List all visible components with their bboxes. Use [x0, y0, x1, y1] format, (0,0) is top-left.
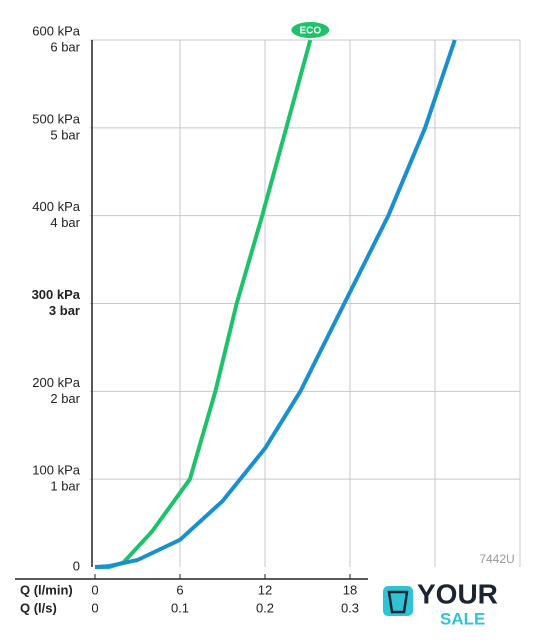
x2-axis-label: Q (l/s) [20, 600, 57, 615]
y-tick-label: 100 kPa [32, 463, 80, 478]
logo-text: SALE [440, 609, 485, 628]
logo-text: YOUR [417, 578, 498, 609]
x-tick-label: 18 [343, 582, 357, 597]
y-tick-label: 600 kPa [32, 23, 80, 38]
x2-tick-label: 0.1 [171, 600, 189, 615]
y-tick-label: 2 bar [50, 391, 80, 406]
logo-bag [387, 590, 409, 614]
x-tick-label: 6 [176, 582, 183, 597]
y-tick-label: 1 bar [50, 479, 80, 494]
x2-tick-label: 0 [91, 600, 98, 615]
y-tick-label: 3 bar [49, 303, 80, 318]
series-line [94, 39, 457, 569]
y-tick-label: 500 kPa [32, 111, 80, 126]
legend-badge [291, 22, 330, 38]
x-tick-label: 0 [91, 582, 98, 597]
y-tick-label: 6 bar [50, 39, 80, 54]
y-tick-label: 4 bar [50, 215, 80, 230]
logo: YOUR SALE [383, 578, 498, 628]
x2-tick-label: 0.2 [256, 600, 274, 615]
x2-tick-label: 0.3 [341, 600, 359, 615]
x-axis-label: Q (l/min) [20, 582, 73, 597]
watermark: 7442U [479, 552, 514, 566]
y-tick-label: 0 [73, 558, 80, 573]
y-tick-label: 300 kPa [32, 287, 81, 302]
y-tick-label: 400 kPa [32, 199, 80, 214]
x-tick-label: 12 [258, 582, 272, 597]
y-tick-label: 5 bar [50, 127, 80, 142]
legend-label: ECO [299, 26, 321, 37]
y-tick-label: 200 kPa [32, 375, 80, 390]
